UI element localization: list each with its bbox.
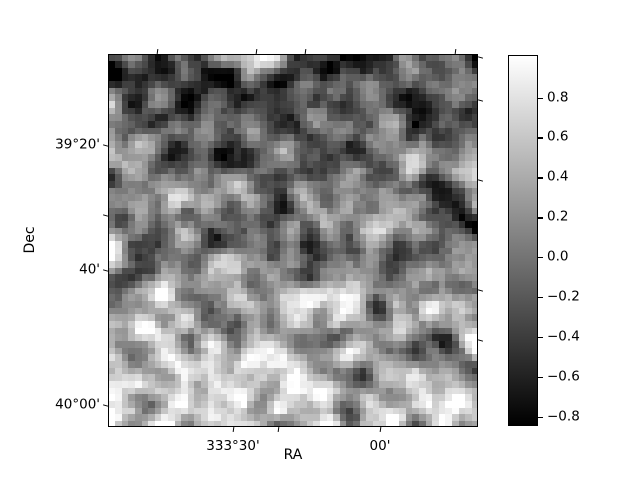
dec-tick-right-0 [477, 56, 484, 59]
ra-tick-label-1: 00' [369, 438, 391, 454]
colorbar-tick-label-5: −0.2 [547, 288, 580, 305]
dec-tick-right-1 [477, 99, 484, 102]
dec-tick-left-3 [102, 404, 109, 407]
dec-tick-right-3 [477, 289, 484, 292]
ra-tick-label-0: 333°30' [206, 438, 260, 454]
dec-tick-label-2: 40°00' [55, 396, 100, 413]
dec-tick-left-2 [102, 269, 109, 272]
colorbar-tick-2 [538, 177, 543, 179]
colorbar-tick-3 [538, 217, 543, 219]
ra-tick-bottom-0 [232, 426, 235, 433]
colorbar-tick-4 [538, 257, 543, 259]
colorbar-tick-label-8: −0.8 [547, 408, 580, 425]
dec-tick-right-4 [477, 339, 484, 342]
colorbar-tick-8 [538, 417, 543, 419]
dec-tick-right-2 [477, 179, 484, 182]
colorbar-tick-1 [538, 137, 543, 139]
colorbar-gradient [508, 55, 538, 426]
colorbar-tick-5 [538, 297, 543, 299]
colorbar-tick-label-0: 0.8 [547, 88, 569, 105]
colorbar-tick-label-4: 0.0 [547, 248, 569, 265]
colorbar-tick-label-2: 0.4 [547, 168, 569, 185]
colorbar-tick-label-7: −0.6 [547, 368, 580, 385]
colorbar-tick-6 [538, 336, 543, 339]
colorbar-tick-label-6: −0.4 [547, 328, 580, 345]
dec-tick-left-1 [102, 214, 109, 217]
ra-tick-bottom-1 [277, 426, 280, 433]
ra-tick-bottom-2 [379, 426, 382, 433]
colorbar-tick-label-1: 0.6 [547, 128, 569, 145]
dec-tick-left-0 [102, 144, 109, 147]
colorbar-tick-label-3: 0.2 [547, 208, 569, 225]
colorbar[interactable]: 0.8 0.6 0.4 0.2 0.0 −0.2 −0.4 −0.6 −0.8 [508, 55, 580, 426]
dec-axis-title: Dec [22, 226, 38, 254]
colorbar-tick-0 [538, 97, 543, 99]
colorbar-tick-7 [538, 377, 543, 379]
sky-image-axes[interactable] [108, 54, 478, 427]
dec-tick-label-0: 39°20' [55, 136, 100, 153]
dec-tick-label-1: 40' [79, 261, 100, 278]
sky-heatmap-image [109, 55, 477, 426]
ra-axis-title: RA [283, 447, 303, 463]
